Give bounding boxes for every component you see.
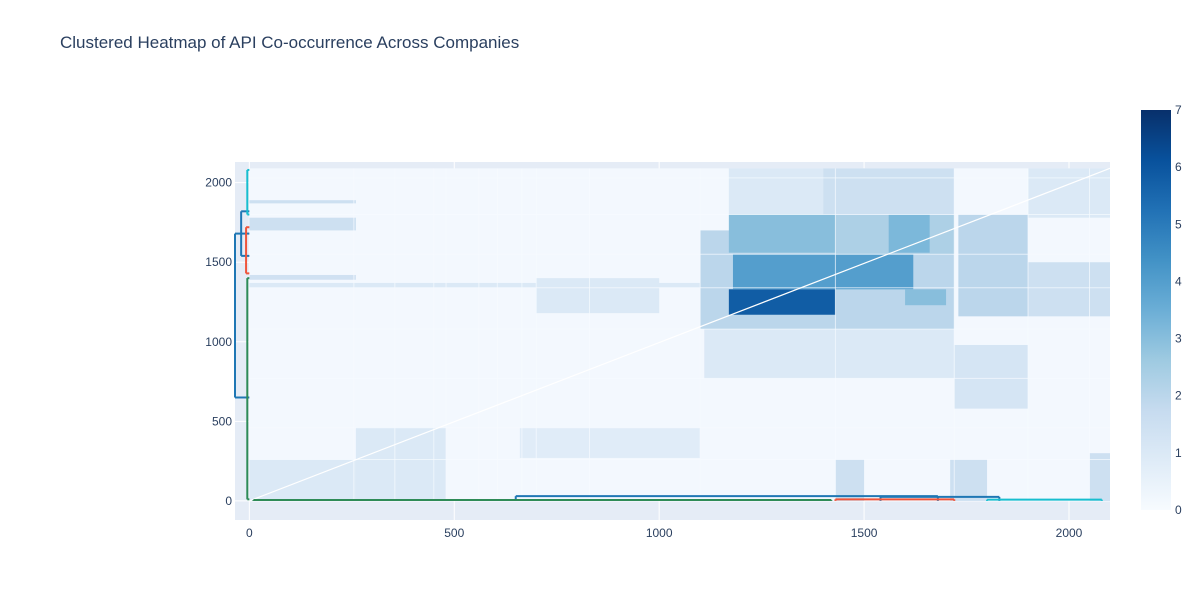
x-tick-label: 500 <box>444 526 464 540</box>
colorbar: 0 1 2 3 4 5 6 7 <box>1141 103 1182 517</box>
heatmap-block <box>355 427 447 501</box>
heatmap-block <box>823 168 955 215</box>
x-axis: 0 500 1000 1500 2000 <box>246 526 1083 540</box>
y-tick-label: 500 <box>212 414 232 428</box>
heatmap-block <box>954 344 1029 409</box>
heatmap-block <box>704 329 955 379</box>
heatmap-block <box>835 459 865 501</box>
heatmap-block <box>1089 453 1110 501</box>
y-axis: 0 500 1000 1500 2000 <box>205 176 232 508</box>
colorbar-tick-label: 4 <box>1175 274 1182 288</box>
heatmap-block <box>888 214 930 253</box>
colorbar-tick-label: 6 <box>1175 160 1182 174</box>
heatmap-block <box>1028 262 1110 317</box>
heatmap-block <box>249 274 356 280</box>
y-tick-label: 0 <box>225 494 232 508</box>
heatmap-block <box>249 200 356 204</box>
plot-area <box>234 162 1111 520</box>
x-tick-label: 1000 <box>646 526 673 540</box>
x-tick-label: 0 <box>246 526 253 540</box>
x-tick-label: 2000 <box>1056 526 1083 540</box>
y-tick-label: 1000 <box>205 335 232 349</box>
colorbar-tick-label: 3 <box>1175 332 1182 346</box>
heatmap-block <box>519 427 701 458</box>
x-tick-label: 1500 <box>851 526 878 540</box>
colorbar-tick-label: 5 <box>1175 217 1182 231</box>
heatmap-diagonal <box>249 167 1111 502</box>
heatmap-block <box>728 214 836 253</box>
chart-title: Clustered Heatmap of API Co-occurrence A… <box>60 33 520 52</box>
heatmap-block <box>905 289 947 306</box>
colorbar-gradient <box>1141 110 1171 510</box>
colorbar-tick-label: 0 <box>1175 503 1182 517</box>
heatmap-block <box>249 282 701 288</box>
heatmap-block <box>728 168 824 215</box>
heatmap-block <box>958 214 1029 317</box>
heatmap-block <box>536 278 660 314</box>
heatmap-block <box>732 254 914 290</box>
colorbar-tick-label: 7 <box>1175 103 1182 117</box>
heatmap-block <box>950 459 988 501</box>
colorbar-tick-label: 2 <box>1175 389 1182 403</box>
y-tick-label: 1500 <box>205 255 232 269</box>
y-tick-label: 2000 <box>205 176 232 190</box>
colorbar-tick-label: 1 <box>1175 446 1182 460</box>
heatmap-block <box>249 217 356 231</box>
heatmap-block <box>728 289 836 315</box>
heatmap-block <box>1028 168 1110 218</box>
